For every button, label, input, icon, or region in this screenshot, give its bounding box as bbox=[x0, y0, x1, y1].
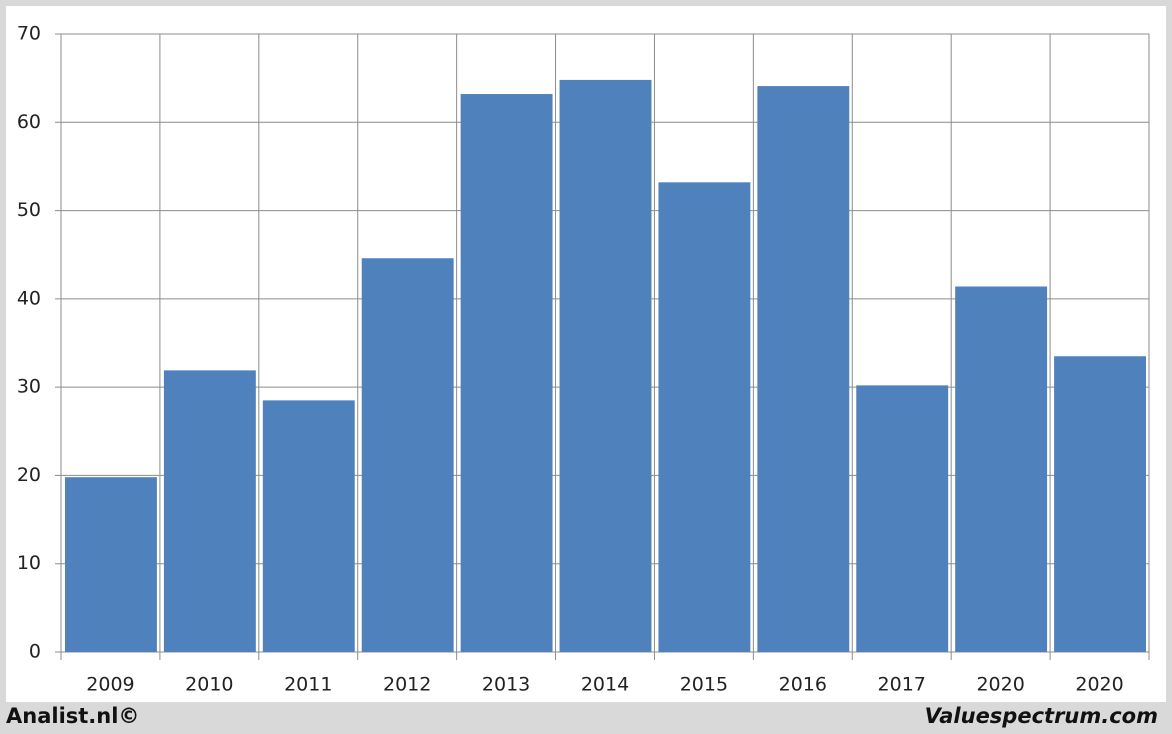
x-tick-label: 2020 bbox=[1075, 674, 1123, 696]
bar bbox=[163, 370, 256, 652]
y-tick-label: 10 bbox=[17, 552, 41, 574]
x-tick-label: 2010 bbox=[185, 674, 233, 696]
x-tick-label: 2009 bbox=[86, 674, 134, 696]
bar bbox=[955, 286, 1048, 652]
x-tick-label: 2015 bbox=[680, 674, 728, 696]
y-tick-label: 0 bbox=[29, 641, 41, 663]
x-tick-label: 2017 bbox=[878, 674, 926, 696]
bar bbox=[559, 79, 652, 652]
bar bbox=[658, 182, 751, 652]
y-tick-label: 30 bbox=[17, 376, 41, 398]
y-tick-label: 20 bbox=[17, 464, 41, 486]
bar bbox=[1054, 356, 1146, 652]
x-tick-label: 2011 bbox=[284, 674, 332, 696]
x-tick-label: 2016 bbox=[779, 674, 827, 696]
credit-right: Valuespectrum.com bbox=[925, 704, 1158, 728]
bar bbox=[262, 400, 355, 652]
x-tick-label: 2014 bbox=[581, 674, 629, 696]
x-tick-label: 2013 bbox=[482, 674, 530, 696]
y-tick-label: 50 bbox=[17, 199, 41, 221]
x-tick-label: 2012 bbox=[383, 674, 431, 696]
bar bbox=[856, 385, 949, 652]
credit-left: Analist.nl© bbox=[6, 704, 139, 728]
bar bbox=[460, 94, 553, 652]
y-tick-label: 70 bbox=[17, 23, 41, 45]
y-tick-label: 60 bbox=[17, 111, 41, 133]
y-tick-label: 40 bbox=[17, 287, 41, 309]
bar bbox=[361, 258, 454, 652]
bar bbox=[65, 477, 157, 652]
x-tick-label: 2020 bbox=[976, 674, 1024, 696]
bar bbox=[757, 86, 850, 653]
